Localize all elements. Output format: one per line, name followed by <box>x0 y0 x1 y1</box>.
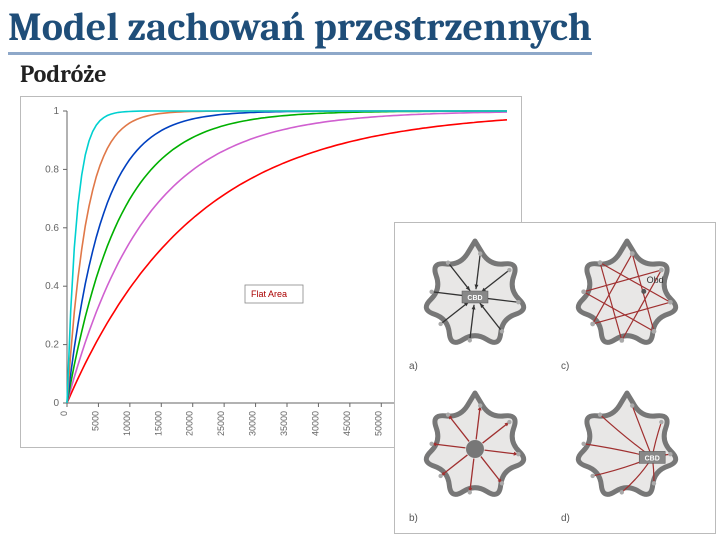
svg-text:b): b) <box>409 513 418 524</box>
slide-title-text: Model zachowań przestrzennych <box>8 4 592 55</box>
diagram-panel-c: Obd c) <box>561 241 676 372</box>
svg-text:25000: 25000 <box>216 411 226 436</box>
svg-text:35000: 35000 <box>279 411 289 436</box>
svg-text:CBD: CBD <box>467 295 482 302</box>
svg-text:5000: 5000 <box>90 411 100 431</box>
svg-text:15000: 15000 <box>153 411 163 436</box>
svg-text:50000: 50000 <box>373 411 383 436</box>
svg-text:20000: 20000 <box>185 411 195 436</box>
svg-text:30000: 30000 <box>248 411 258 436</box>
svg-text:0.4: 0.4 <box>45 281 59 292</box>
svg-text:a): a) <box>409 361 418 372</box>
spatial-diagram-svg: CBD a) Obd c) b) CBD d) <box>395 223 715 533</box>
svg-text:1: 1 <box>53 106 59 117</box>
diagram-panel-d: CBD d) <box>561 393 676 524</box>
svg-text:10000: 10000 <box>122 411 132 436</box>
svg-text:c): c) <box>561 361 569 372</box>
spatial-diagram: CBD a) Obd c) b) CBD d) <box>394 222 716 534</box>
svg-text:d): d) <box>561 513 570 524</box>
svg-text:40000: 40000 <box>310 411 320 436</box>
slide-subtitle: Podróże <box>20 60 107 88</box>
diagram-panel-a: CBD a) <box>409 241 524 372</box>
svg-text:CBD: CBD <box>645 455 660 462</box>
svg-text:0: 0 <box>59 411 69 416</box>
svg-text:0.2: 0.2 <box>45 340 59 351</box>
svg-text:0.8: 0.8 <box>45 164 59 175</box>
svg-text:45000: 45000 <box>342 411 352 436</box>
svg-text:0: 0 <box>53 398 59 409</box>
svg-text:Flat Area: Flat Area <box>251 289 287 299</box>
diagram-panel-b: b) <box>409 393 524 524</box>
svg-text:0.6: 0.6 <box>45 223 59 234</box>
svg-text:Obd: Obd <box>647 275 664 285</box>
slide-title: Model zachowań przestrzennych <box>8 4 712 55</box>
